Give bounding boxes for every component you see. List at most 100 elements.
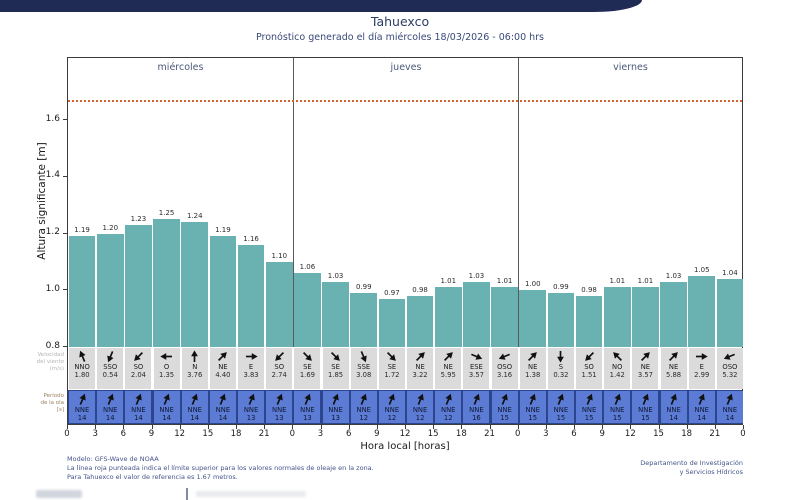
direction-arrow-icon bbox=[443, 351, 453, 361]
wind-cell: NE 3.57 bbox=[632, 347, 659, 390]
wave-direction-label: NNE bbox=[328, 405, 343, 414]
wave-period-cell: NNE 13 bbox=[294, 390, 321, 424]
wind-speed-value: 5.95 bbox=[440, 370, 456, 379]
day-label-wednesday: miércoles bbox=[157, 62, 204, 73]
direction-arrow-icon bbox=[557, 350, 565, 363]
period-side-line3: [s] bbox=[56, 407, 64, 414]
x-tick-mark bbox=[292, 425, 294, 429]
wind-speed-value: 3.76 bbox=[187, 370, 203, 379]
direction-arrow-icon bbox=[696, 352, 708, 360]
direction-arrow-icon bbox=[640, 351, 650, 361]
wave-direction-label: NNE bbox=[412, 405, 428, 414]
x-tick-label: 0 bbox=[289, 429, 296, 439]
wave-period-value: 14 bbox=[190, 413, 200, 422]
wave-height-value: 0.97 bbox=[384, 288, 400, 297]
wind-speed-value: 1.42 bbox=[609, 370, 625, 379]
x-tick-mark bbox=[630, 425, 632, 429]
wind-direction-label: NE bbox=[528, 362, 538, 371]
direction-arrow-icon bbox=[726, 393, 734, 405]
direction-arrow-icon bbox=[612, 351, 622, 361]
wave-direction-label: NNE bbox=[300, 405, 315, 414]
wave-period-cell: NNE 14 bbox=[69, 390, 96, 424]
wind-direction-label: SSO bbox=[103, 362, 118, 371]
x-tick-label: 18 bbox=[681, 429, 693, 439]
direction-arrow-icon bbox=[642, 393, 649, 405]
x-tick-label: 3 bbox=[92, 429, 98, 439]
wave-height-value: 1.01 bbox=[496, 277, 513, 286]
wave-height-bar bbox=[406, 295, 434, 347]
wind-cell: E 2.99 bbox=[688, 347, 715, 390]
wave-direction-label: NNE bbox=[441, 405, 456, 414]
wave-height-bar bbox=[716, 278, 744, 347]
x-axis-label: Hora local [horas] bbox=[360, 441, 450, 452]
wave-height-bar bbox=[519, 290, 547, 348]
wind-speed-value: 2.99 bbox=[694, 370, 710, 379]
wave-height-bar bbox=[547, 293, 575, 347]
wave-period-row: NNE 14 NNE 14 NNE 14 NNE 14 NNE 14 NNE 14 NNE 13 NNE 13… bbox=[68, 390, 743, 424]
x-tick-mark bbox=[489, 425, 491, 429]
x-tick-label: 18 bbox=[455, 429, 467, 439]
wave-height-bar bbox=[96, 233, 124, 347]
wind-cell: NE 3.22 bbox=[407, 347, 434, 390]
direction-arrow-icon bbox=[387, 351, 397, 361]
wave-period-value: 14 bbox=[105, 413, 115, 422]
wave-period-value: 15 bbox=[528, 413, 538, 422]
wave-height-bar bbox=[463, 281, 490, 347]
wave-period-value: 14 bbox=[697, 413, 707, 422]
wind-direction-label: NE bbox=[668, 362, 679, 371]
wave-height-value: 1.01 bbox=[609, 277, 626, 286]
wave-period-value: 13 bbox=[331, 413, 340, 422]
direction-arrow-icon bbox=[134, 351, 143, 361]
wind-direction-label: SE bbox=[387, 362, 397, 371]
period-side-line2: de la ola bbox=[40, 400, 64, 407]
wind-direction-label: SO bbox=[584, 362, 594, 371]
wind-speed-value: 0.32 bbox=[553, 370, 569, 379]
wind-cell: OSO 3.16 bbox=[491, 347, 518, 390]
day-label-thursday: jueves bbox=[390, 62, 422, 73]
direction-arrow-icon bbox=[245, 352, 258, 360]
x-tick-mark bbox=[320, 425, 322, 429]
footer-model-note: Modelo: GFS-Wave de NOAA bbox=[67, 455, 159, 463]
wind-speed-value: 2.04 bbox=[130, 370, 146, 379]
wind-direction-label: NO bbox=[612, 362, 623, 371]
wave-period-cell: NNE 12 bbox=[435, 390, 462, 424]
x-tick-label: 15 bbox=[653, 429, 664, 439]
wave-period-value: 13 bbox=[274, 413, 284, 422]
x-tick-mark bbox=[95, 425, 97, 429]
x-tick-mark bbox=[517, 425, 519, 429]
direction-arrow-icon bbox=[219, 393, 227, 405]
wave-direction-label: NNE bbox=[469, 405, 484, 414]
wind-direction-label: E bbox=[248, 362, 254, 371]
direction-arrow-icon bbox=[360, 350, 367, 363]
page-title: Tahuexco bbox=[370, 14, 430, 29]
wave-period-value: 12 bbox=[359, 413, 369, 422]
wave-period-value: 15 bbox=[641, 413, 650, 422]
y-tick-mark bbox=[63, 346, 67, 347]
wave-height-value: 0.98 bbox=[581, 285, 597, 294]
x-tick-label: 0 bbox=[514, 429, 521, 439]
wave-period-cell: NNE 14 bbox=[688, 390, 715, 424]
partial-logo bbox=[28, 488, 388, 500]
x-tick-mark bbox=[236, 425, 237, 429]
wave-height-bar bbox=[575, 295, 603, 347]
x-tick-label: 6 bbox=[120, 429, 127, 439]
wave-period-cell: NNE 14 bbox=[97, 390, 124, 424]
y-tick-mark bbox=[63, 289, 67, 291]
wave-height-value: 1.25 bbox=[158, 209, 175, 218]
wave-period-cell: NNE 13 bbox=[238, 390, 265, 424]
x-tick-mark bbox=[123, 425, 125, 429]
wind-direction-label: NE bbox=[218, 362, 228, 371]
wind-cell: SE 1.72 bbox=[378, 347, 405, 390]
wave-height-bar bbox=[153, 219, 180, 347]
day-label-friday: viernes bbox=[613, 62, 648, 73]
wind-speed-value: 5.88 bbox=[666, 370, 682, 379]
wind-speed-value: 3.22 bbox=[412, 370, 428, 379]
direction-arrow-icon bbox=[501, 393, 508, 405]
direction-arrow-icon bbox=[79, 393, 86, 405]
wave-period-cell: NNE 12 bbox=[407, 390, 434, 424]
wave-height-bar bbox=[294, 273, 321, 347]
wind-direction-label: NE bbox=[640, 362, 651, 371]
wave-direction-label: NNE bbox=[553, 405, 569, 414]
wave-direction-label: NNE bbox=[694, 405, 709, 414]
wave-period-value: 14 bbox=[134, 413, 143, 422]
